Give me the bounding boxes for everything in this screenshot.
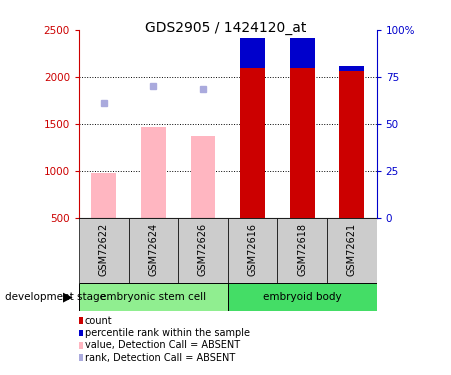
Bar bbox=[178, 217, 228, 283]
Text: GSM72621: GSM72621 bbox=[347, 223, 357, 276]
Bar bbox=[240, 38, 265, 218]
Text: ▶: ▶ bbox=[63, 291, 73, 304]
Text: percentile rank within the sample: percentile rank within the sample bbox=[85, 328, 249, 338]
Bar bbox=[327, 217, 377, 283]
Text: value, Detection Call = ABSENT: value, Detection Call = ABSENT bbox=[85, 340, 240, 350]
Bar bbox=[277, 217, 327, 283]
Bar bbox=[141, 127, 166, 218]
Text: GSM72616: GSM72616 bbox=[248, 223, 258, 276]
Bar bbox=[339, 66, 364, 71]
Bar bbox=[228, 217, 277, 283]
Text: development stage: development stage bbox=[5, 292, 106, 302]
Text: count: count bbox=[85, 316, 112, 326]
Bar bbox=[129, 217, 178, 283]
Bar bbox=[290, 38, 314, 68]
Bar bbox=[339, 66, 364, 218]
Bar bbox=[79, 283, 228, 311]
Text: GSM72626: GSM72626 bbox=[198, 223, 208, 276]
Text: embryoid body: embryoid body bbox=[263, 292, 341, 302]
Text: GSM72622: GSM72622 bbox=[99, 223, 109, 276]
Text: GDS2905 / 1424120_at: GDS2905 / 1424120_at bbox=[145, 21, 306, 34]
Bar bbox=[190, 136, 215, 218]
Bar bbox=[290, 38, 314, 218]
Text: rank, Detection Call = ABSENT: rank, Detection Call = ABSENT bbox=[85, 353, 235, 363]
Bar bbox=[240, 38, 265, 68]
Bar bbox=[228, 283, 377, 311]
Text: embryonic stem cell: embryonic stem cell bbox=[100, 292, 207, 302]
Bar bbox=[91, 172, 116, 217]
Bar bbox=[79, 217, 129, 283]
Text: GSM72618: GSM72618 bbox=[297, 223, 307, 276]
Text: GSM72624: GSM72624 bbox=[148, 223, 158, 276]
